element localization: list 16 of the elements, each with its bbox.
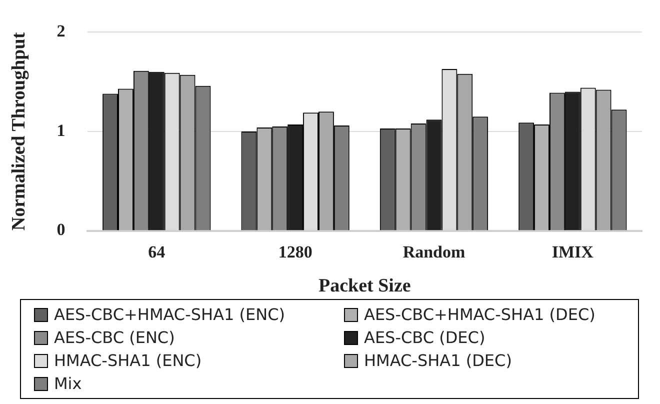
legend-label: HMAC-SHA1 (DEC) xyxy=(363,350,513,372)
legend-label: AES-CBC (DEC) xyxy=(363,327,486,349)
x-tick-label: Random xyxy=(402,242,466,262)
y-tick-label: 0 xyxy=(56,220,66,240)
legend-label: AES-CBC+HMAC-SHA1 (DEC) xyxy=(363,304,596,326)
y-tick-label: 1 xyxy=(56,120,66,140)
legend-label: HMAC-SHA1 (ENC) xyxy=(53,350,203,372)
y-axis-title: Normalized Throughput xyxy=(8,32,30,231)
legend-label: Mix xyxy=(53,373,83,395)
x-axis-title: Packet Size xyxy=(318,276,411,297)
x-tick-label: IMIX xyxy=(552,242,594,262)
x-tick-label: 1280 xyxy=(278,242,312,262)
y-tick-label: 2 xyxy=(56,22,66,41)
legend-label: AES-CBC+HMAC-SHA1 (ENC) xyxy=(53,304,286,326)
legend-label: AES-CBC (ENC) xyxy=(53,327,176,349)
x-tick-label: 64 xyxy=(148,242,166,262)
